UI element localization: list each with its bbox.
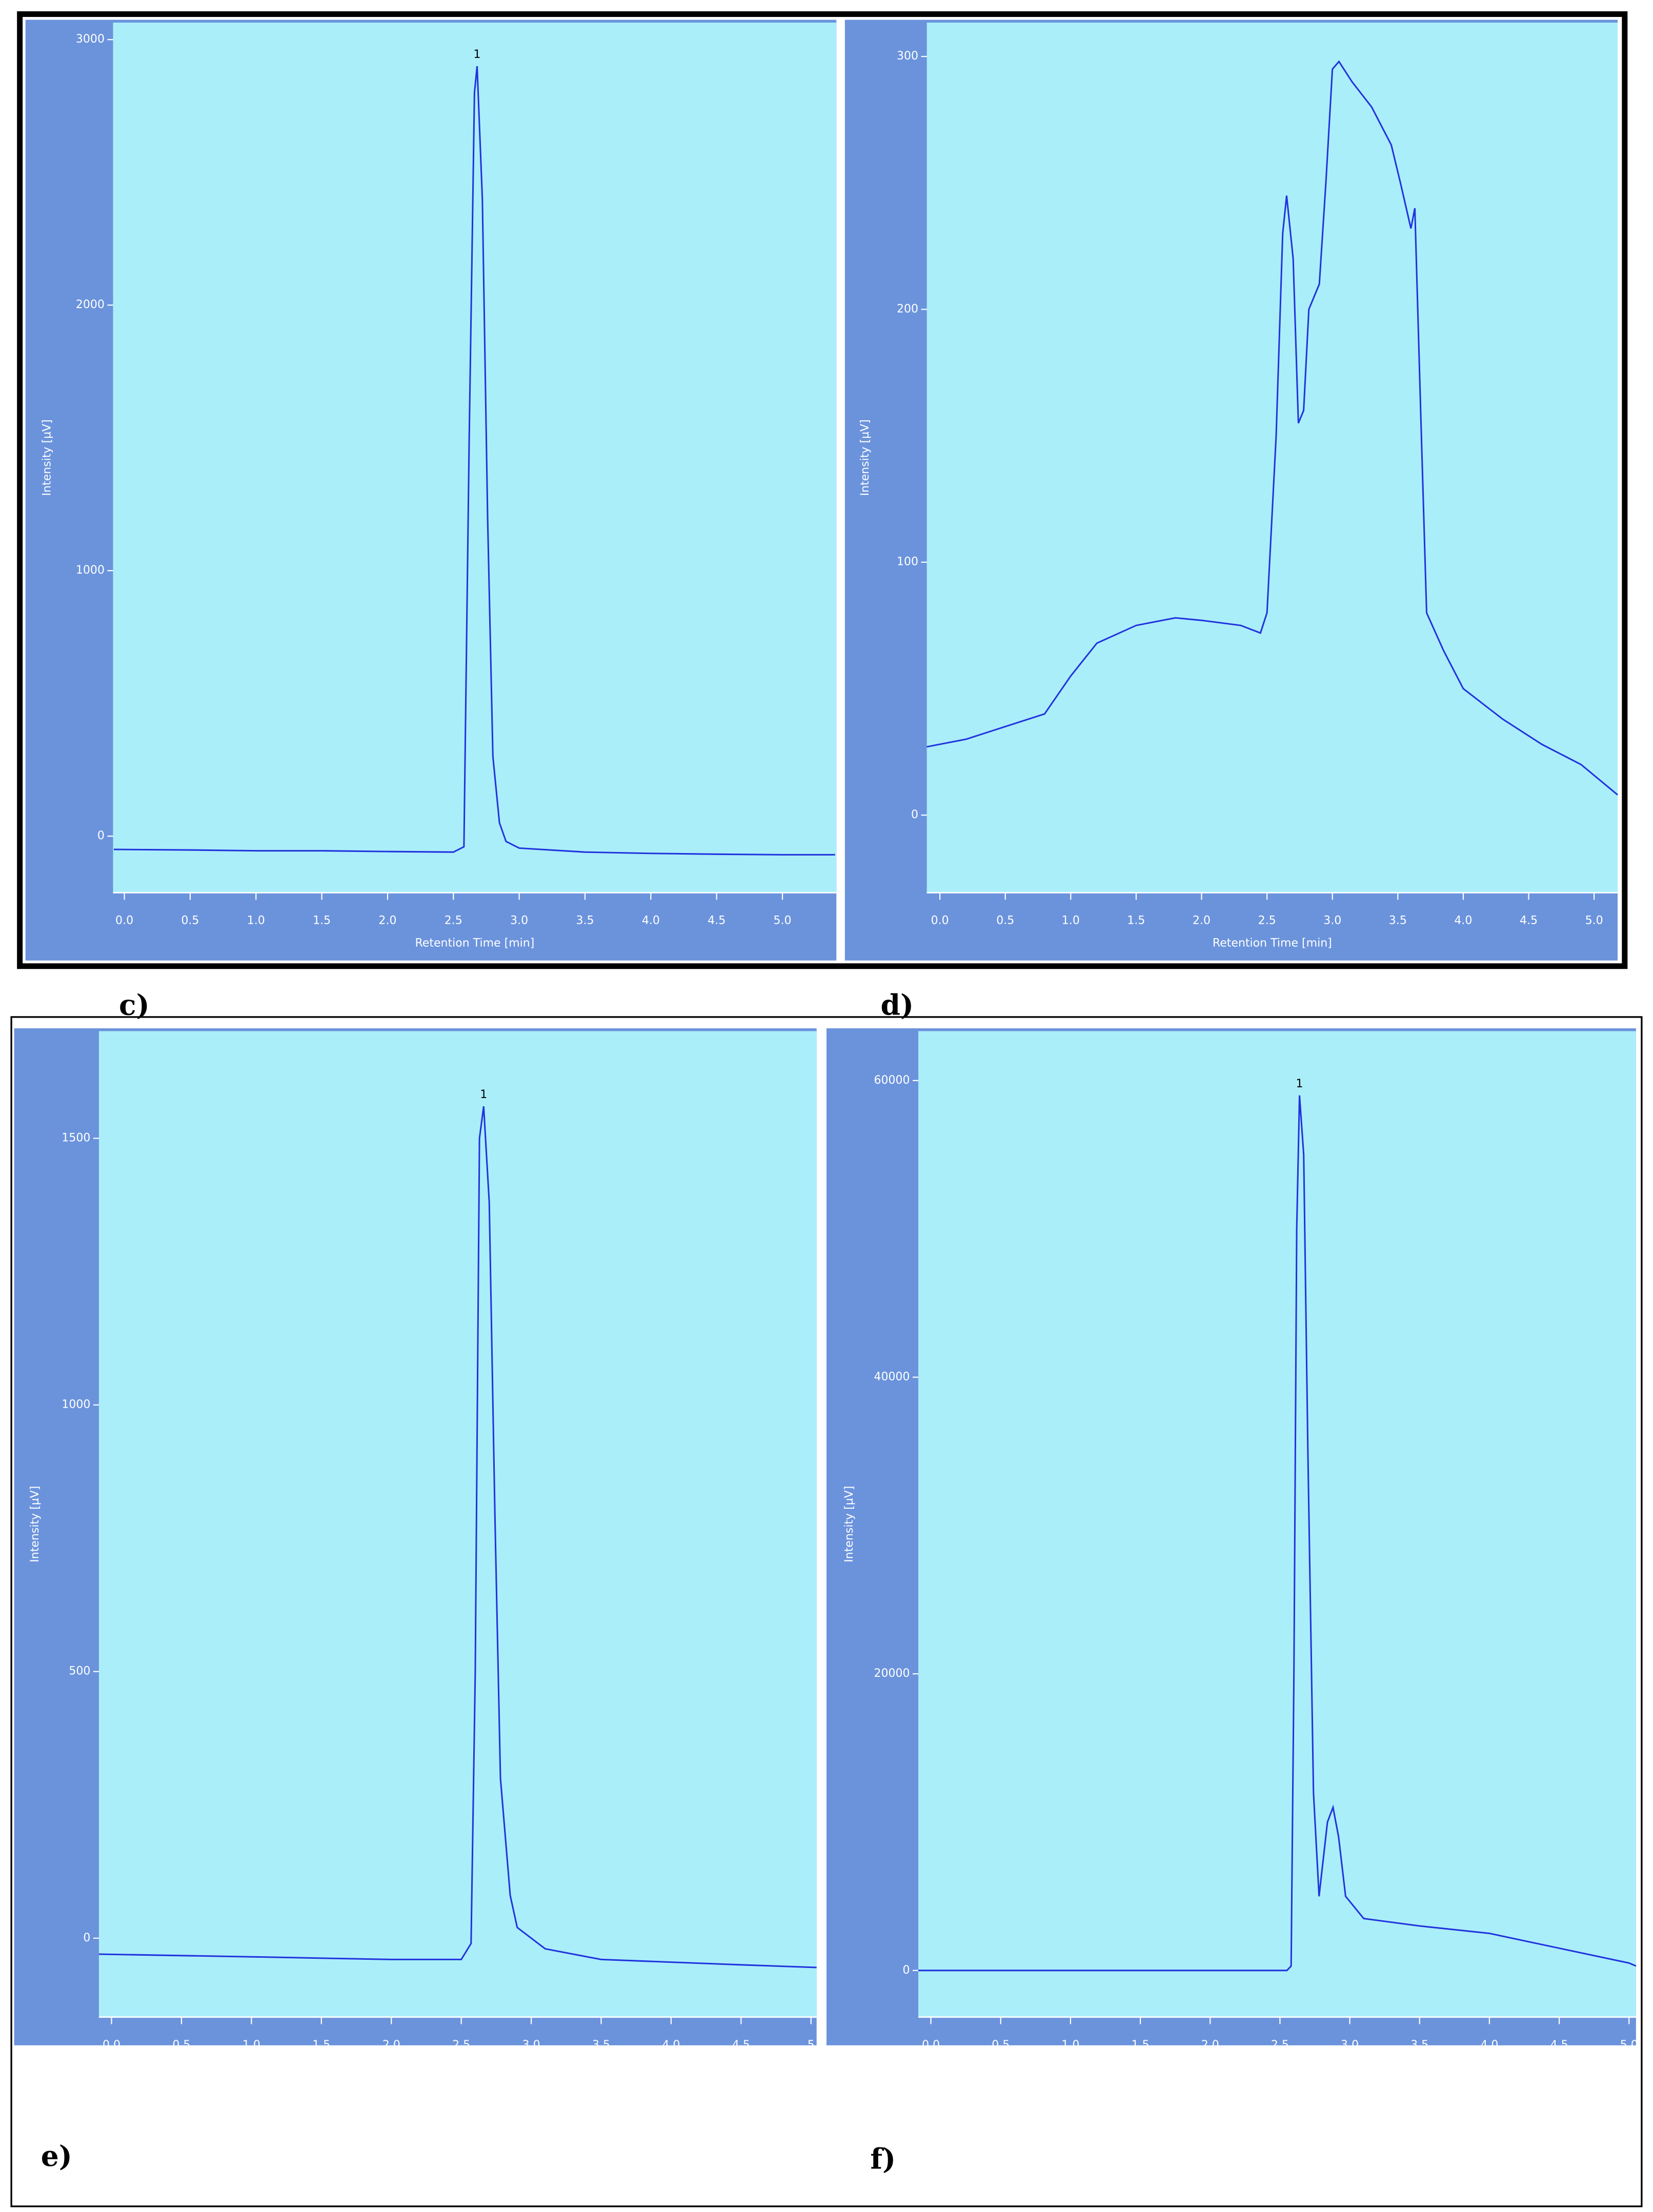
x-tick-label: 1.0 (243, 2039, 260, 2052)
panel-label: d) (880, 988, 914, 1021)
x-axis-label: Retention Time [min] (415, 937, 534, 950)
panel-label: c) (119, 988, 150, 1021)
panel-label: e) (41, 2139, 72, 2173)
x-tick-label: 0.0 (922, 2039, 940, 2052)
x-tick-label: 4.5 (708, 915, 725, 927)
plot-area (918, 1031, 1636, 2017)
x-tick-label: 1.0 (247, 915, 265, 927)
x-tick-label: 4.0 (1454, 915, 1472, 927)
x-tick-label: 2.5 (452, 2039, 470, 2052)
x-tick-label: 5.0 (1585, 915, 1603, 927)
x-tick-label: 4.0 (662, 2039, 680, 2052)
x-tick-label: 1.0 (1062, 915, 1080, 927)
y-tick-label: 200 (897, 302, 918, 315)
x-tick-label: 2.0 (382, 2039, 400, 2052)
x-tick-label: 4.5 (732, 2039, 750, 2052)
panel-label: f) (870, 2142, 896, 2175)
plot-area (98, 1031, 817, 2017)
y-tick-label: 100 (897, 556, 918, 569)
y-tick-label: 0 (83, 1932, 90, 1944)
x-tick-label: 4.0 (1480, 2039, 1498, 2052)
x-axis-label: Retention Time [min] (398, 2061, 517, 2074)
peak-label: 1 (480, 1088, 487, 1101)
x-tick-label: 2.0 (1201, 2039, 1219, 2052)
x-tick-label: 2.5 (1271, 2039, 1289, 2052)
x-tick-label: 2.5 (445, 915, 462, 927)
y-tick-label: 20000 (874, 1667, 910, 1680)
x-axis-label: Retention Time [min] (1218, 2061, 1337, 2074)
peak-label: 1 (474, 48, 481, 61)
trace (918, 1095, 1637, 1972)
plot-area (113, 23, 837, 893)
x-tick-label: 1.5 (313, 915, 331, 927)
y-tick-label: 0 (903, 1964, 910, 1977)
y-tick-label: 40000 (874, 1371, 910, 1384)
x-tick-label: 5.0 (1620, 2039, 1638, 2052)
peak-label: 1 (1296, 1078, 1303, 1090)
x-tick-label: 3.0 (1323, 915, 1341, 927)
y-axis-label: Intensity [µV] (29, 1486, 42, 1562)
x-tick-label: 0.5 (181, 915, 199, 927)
y-axis-label: Intensity [µV] (859, 419, 872, 496)
x-tick-label: 2.5 (1258, 915, 1276, 927)
x-tick-label: 3.5 (1410, 2039, 1428, 2052)
x-axis-label: Retention Time [min] (1213, 937, 1332, 950)
x-tick-label: 1.5 (1127, 915, 1145, 927)
x-tick-label: 0.0 (115, 915, 133, 927)
plot-area (926, 23, 1618, 893)
x-tick-label: 3.5 (576, 915, 594, 927)
x-tick-label: 0.0 (103, 2039, 120, 2052)
x-tick-label: 4.0 (642, 915, 660, 927)
y-tick-label: 1000 (62, 1398, 90, 1411)
bottom-frame (10, 1016, 1643, 2207)
x-tick-label: 2.0 (378, 915, 396, 927)
x-tick-label: 3.5 (592, 2039, 610, 2052)
trace (926, 60, 1619, 796)
top-frame (17, 11, 1628, 969)
x-tick-label: 3.5 (1389, 915, 1407, 927)
trace (114, 66, 835, 856)
y-tick-label: 500 (69, 1665, 90, 1678)
x-tick-label: 1.0 (1061, 2039, 1079, 2052)
x-tick-label: 2.0 (1193, 915, 1211, 927)
x-tick-label: 0.5 (996, 915, 1014, 927)
x-tick-label: 0.5 (172, 2039, 190, 2052)
y-tick-label: 0 (911, 808, 918, 821)
x-tick-label: 3.0 (1341, 2039, 1359, 2052)
x-tick-label: 4.5 (1520, 915, 1538, 927)
x-tick-label: 0.5 (992, 2039, 1010, 2052)
y-tick-label: 0 (97, 829, 105, 842)
y-tick-label: 2000 (76, 298, 105, 311)
y-axis-label: Intensity [µV] (843, 1486, 856, 1562)
x-tick-label: 4.5 (1550, 2039, 1568, 2052)
x-tick-label: 3.0 (522, 2039, 540, 2052)
y-axis-label: Intensity [µV] (41, 419, 53, 496)
y-tick-label: 3000 (76, 33, 105, 46)
y-tick-label: 300 (897, 50, 918, 63)
y-tick-label: 1500 (62, 1132, 90, 1145)
y-tick-label: 60000 (874, 1074, 910, 1087)
x-tick-label: 5 (808, 2039, 815, 2052)
y-tick-label: 1000 (76, 564, 105, 577)
x-tick-label: 3.0 (510, 915, 528, 927)
trace (98, 1106, 817, 1969)
x-tick-label: 0.0 (931, 915, 949, 927)
x-tick-label: 1.5 (1132, 2039, 1150, 2052)
x-tick-label: 1.5 (312, 2039, 330, 2052)
x-tick-label: 5.0 (774, 915, 792, 927)
